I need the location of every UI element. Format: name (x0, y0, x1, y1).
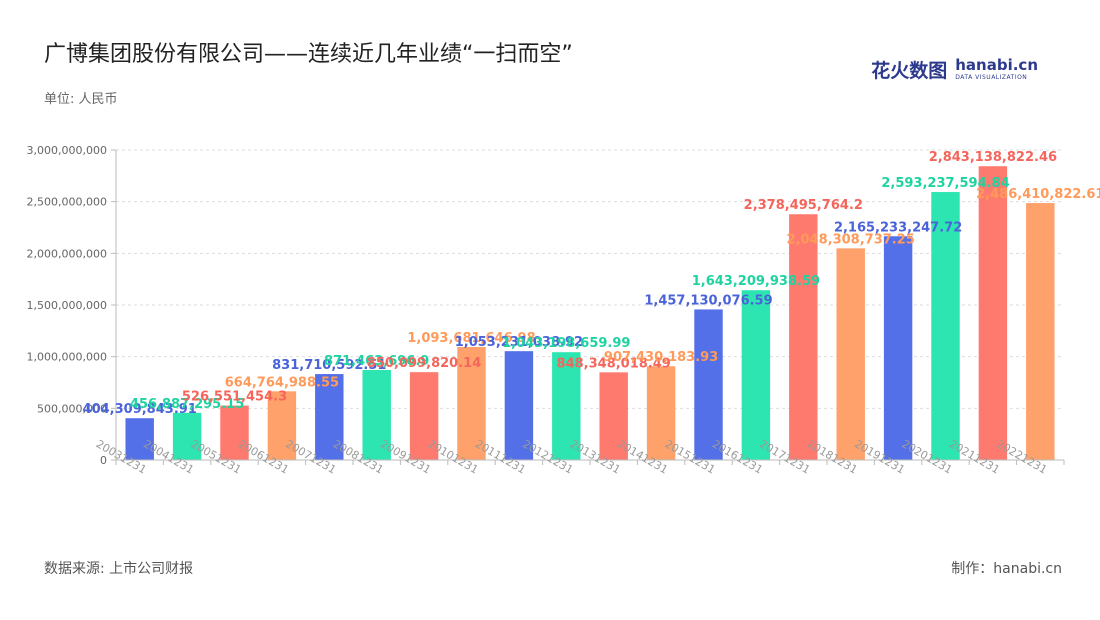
data-source: 数据来源: 上市公司财报 (44, 561, 194, 577)
value-label-20221231: 2,486,410,822.61 (976, 187, 1100, 202)
chart-title: 广博集团股份有限公司——连续近几年业绩“一扫而空” (44, 42, 573, 67)
value-label-20101231: 1,093,681,646.98 (407, 331, 535, 346)
bar-20141231 (646, 366, 676, 460)
value-label-20121231: 1,043,198,659.99 (502, 336, 630, 351)
y-tick-label: 1,500,000,000 (27, 299, 107, 312)
bar-20051231 (220, 405, 249, 460)
y-tick-label: 0 (100, 454, 107, 467)
bar-20201231 (931, 192, 960, 461)
value-labels: 404,309,843.91456,887,295.15526,551,454.… (83, 150, 1100, 417)
value-label-20161231: 1,643,209,938.59 (692, 274, 820, 289)
value-label-20061231: 664,764,988.55 (225, 375, 339, 390)
bar-20091231 (409, 372, 439, 460)
value-label-20141231: 907,430,183.93 (604, 350, 718, 365)
logo-name-cn: 花火数图 (871, 60, 948, 82)
y-tick-label: 3,000,000,000 (27, 144, 107, 157)
bar-20061231 (267, 391, 297, 460)
chart-maker: 制作：hanabi.cn (951, 561, 1062, 577)
bar-20211231 (978, 166, 1008, 460)
value-label-20131231: 848,348,018.49 (557, 356, 671, 371)
bar-20111231 (504, 351, 534, 460)
bar-20181231 (836, 248, 865, 460)
value-label-20051231: 526,551,454.3 (182, 390, 287, 405)
bar-20171231 (789, 214, 818, 460)
bar-20221231 (1026, 203, 1055, 461)
bar-20191231 (883, 236, 913, 460)
value-label-20111231: 1,053,231,038.92 (455, 335, 583, 350)
y-axis: 0 500,000,000 1,000,000,000 1,500,000,000 2,… (27, 144, 117, 467)
value-label-20201231: 2,593,237,594.84 (881, 176, 1009, 191)
value-label-20171231: 2,378,495,764.2 (744, 198, 863, 213)
logo-name-en: hanabi.cn (955, 56, 1038, 74)
bar-20161231 (741, 290, 771, 460)
bar-20031231 (125, 418, 154, 460)
y-tick-label: 2,500,000,000 (27, 196, 107, 209)
unit-label: 单位: 人民币 (44, 92, 118, 107)
value-label-20191231: 2,165,233,247.72 (834, 220, 962, 235)
bars (125, 166, 1055, 461)
bar-20041231 (172, 412, 202, 460)
brand-logo: 花火数图 hanabi.cn DATA VISUALIZATION (871, 56, 1038, 83)
y-tick-label: 500,000,000 (37, 402, 107, 415)
y-tick-label: 1,000,000,000 (27, 351, 107, 364)
logo-en-block: hanabi.cn DATA VISUALIZATION (955, 58, 1038, 81)
logo-tagline: DATA VISUALIZATION (955, 74, 1028, 81)
value-label-20081231: 871,463,696.9 (324, 354, 429, 369)
bar-20151231 (694, 309, 723, 460)
value-label-20041231: 456,887,295.15 (130, 397, 244, 412)
value-label-20151231: 1,457,130,076.59 (644, 293, 772, 308)
value-label-20031231: 404,309,843.91 (83, 402, 197, 417)
value-label-20091231: 850,099,820.14 (367, 356, 481, 371)
bar-20131231 (599, 372, 628, 460)
bar-20071231 (315, 374, 344, 460)
bar-20121231 (552, 352, 581, 460)
y-tick-label: 2,000,000,000 (27, 247, 107, 260)
bar-20101231 (457, 346, 486, 460)
value-label-20181231: 2,048,308,737.25 (787, 232, 915, 247)
value-label-20211231: 2,843,138,822.46 (929, 150, 1057, 165)
bar-20081231 (362, 369, 391, 460)
value-label-20071231: 831,710,592.51 (272, 358, 386, 373)
